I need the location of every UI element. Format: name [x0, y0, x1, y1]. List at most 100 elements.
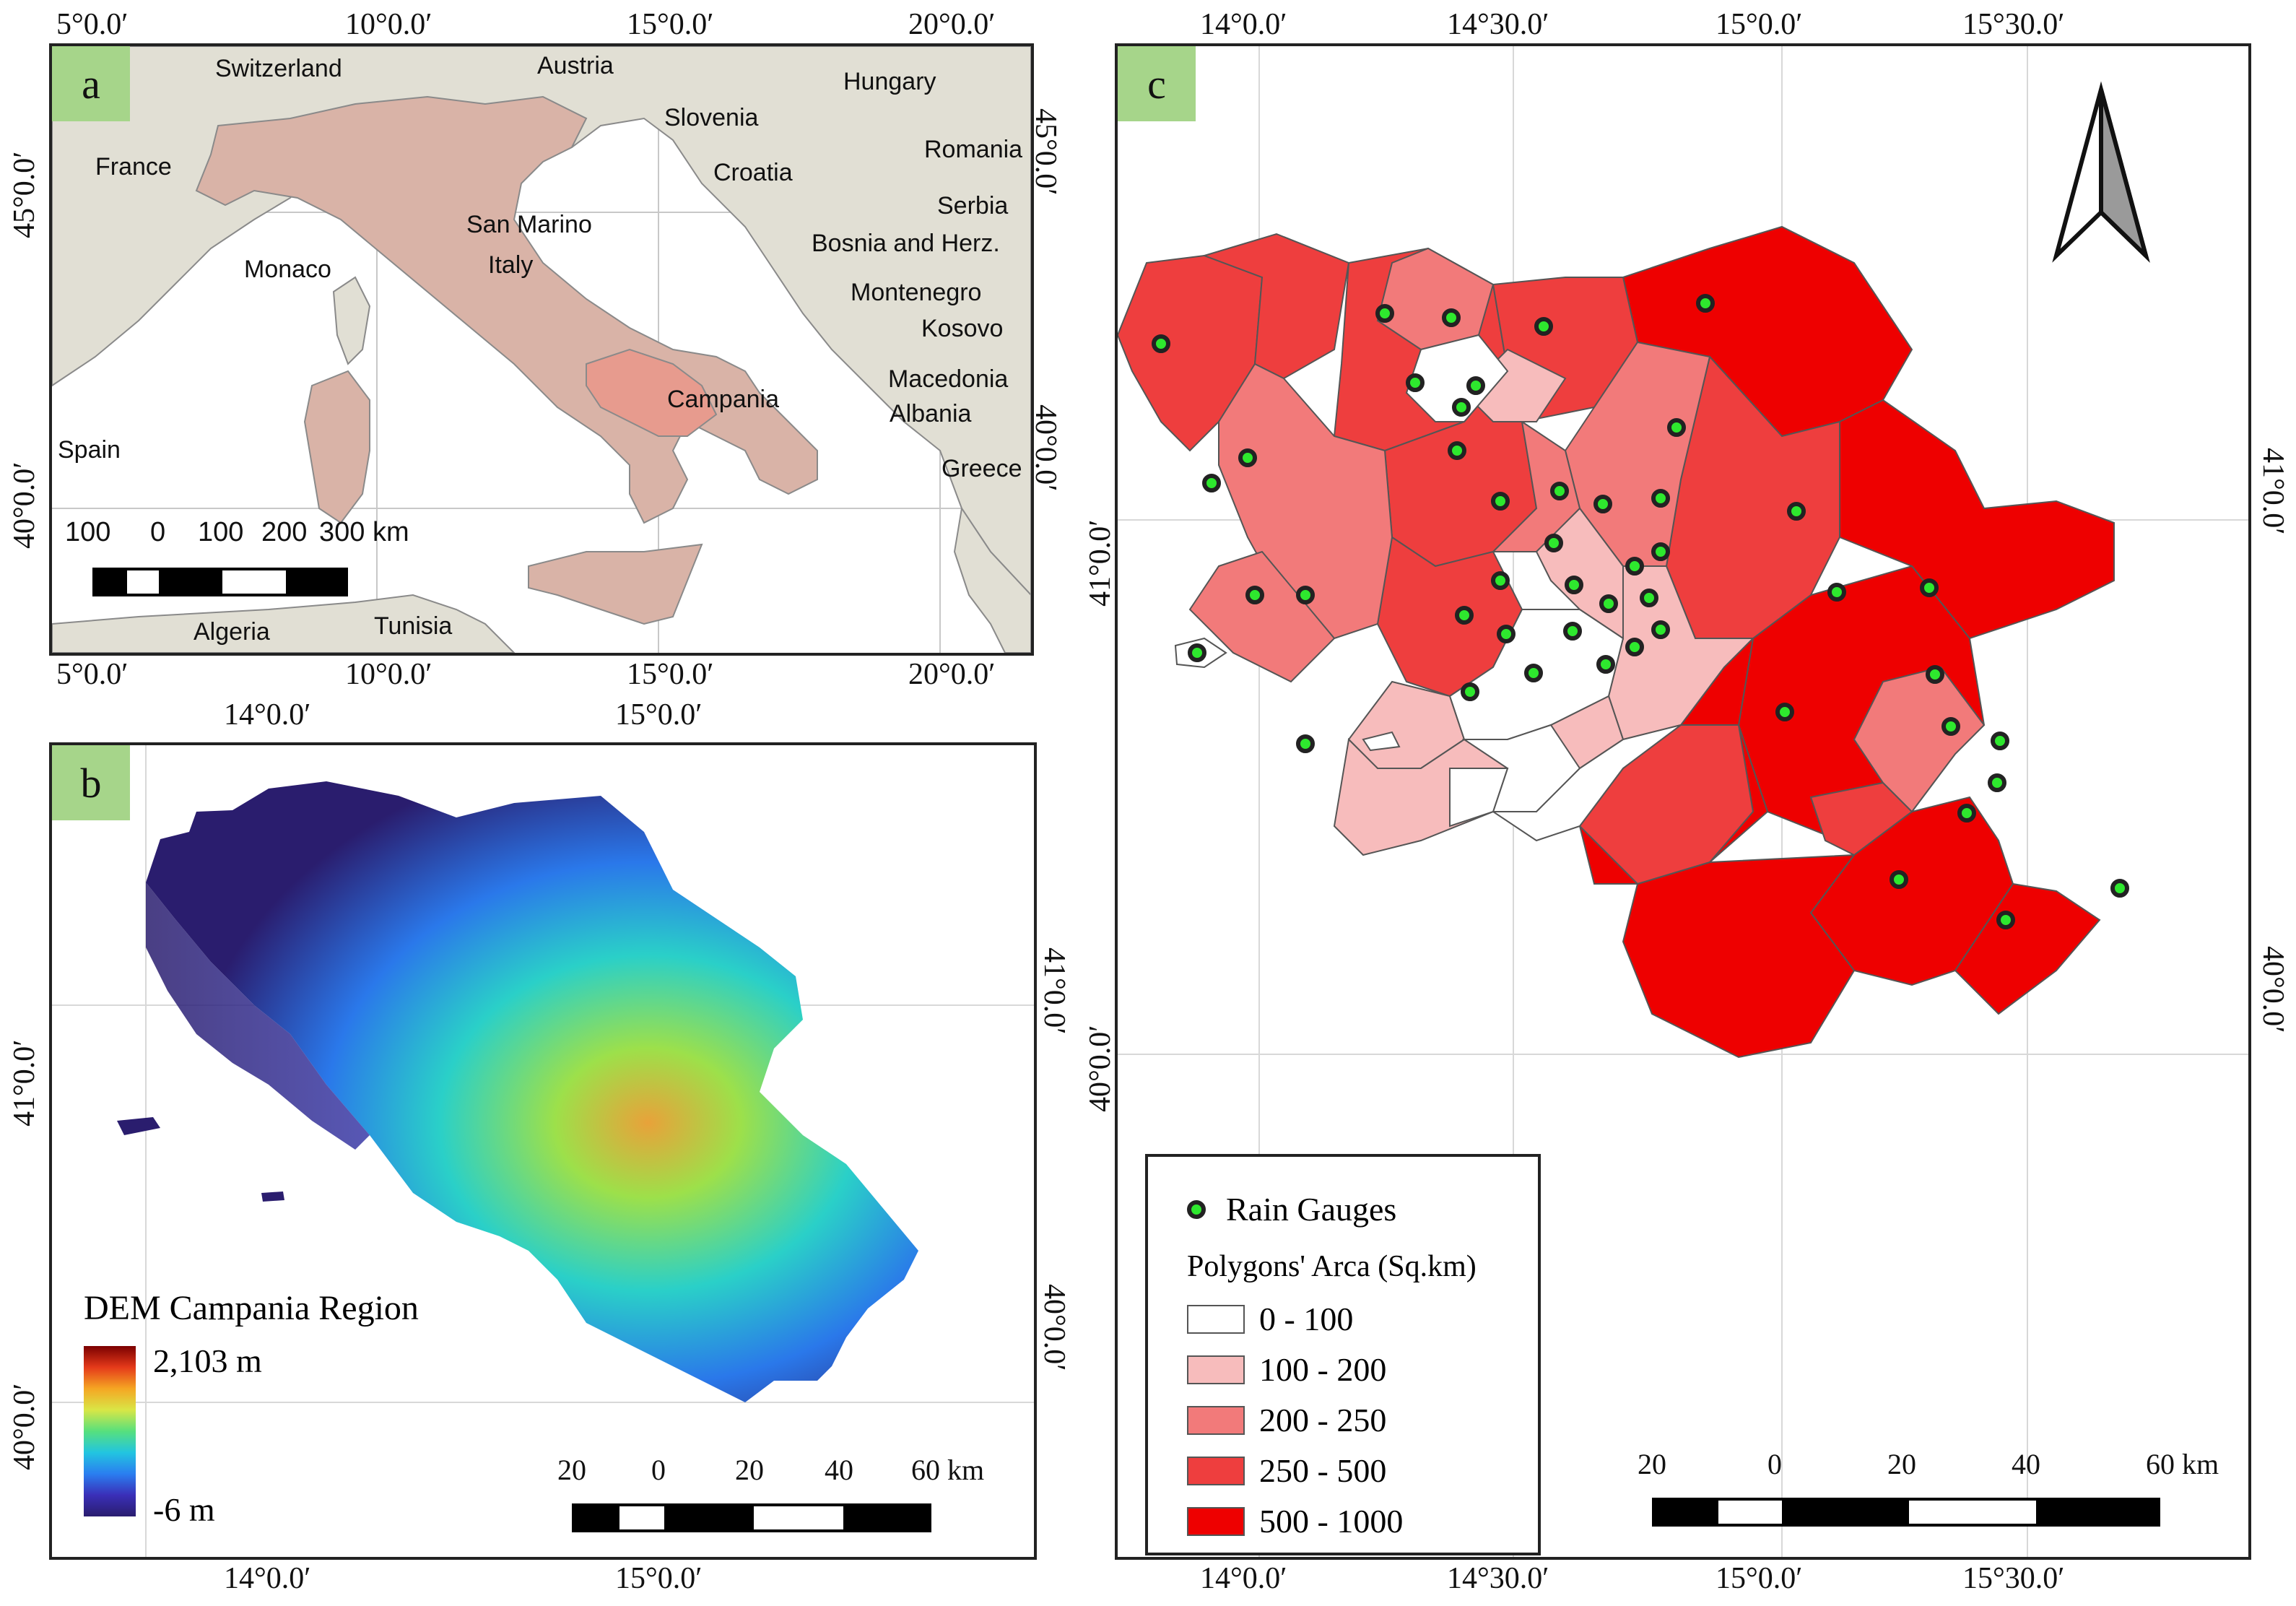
scale-label: 20: [1887, 1448, 1916, 1480]
country-label: San Marino: [466, 211, 592, 238]
coord-label: 20°0.0′: [908, 658, 996, 691]
coord-label: 15°0.0′: [627, 8, 714, 41]
country-label: Austria: [537, 52, 614, 79]
legend-swatch: [1187, 1456, 1245, 1485]
coord-label: 20°0.0′: [908, 8, 996, 41]
coord-label: 41°0.0′: [8, 1039, 41, 1127]
dem-legend-max: 2,103 m: [153, 1342, 262, 1379]
country-label: France: [95, 153, 172, 181]
country-label: Serbia: [937, 192, 1009, 220]
coord-label: 14°30.0′: [1447, 1562, 1549, 1595]
panel-b-dem-map: DEM Campania Region 2,103 m -6 m 20 0 20…: [49, 742, 1037, 1560]
coord-label: 14°30.0′: [1447, 8, 1549, 41]
legend-swatch: [1187, 1506, 1245, 1536]
legend-label: 500 - 1000: [1259, 1503, 1404, 1540]
scale-label: 100: [65, 517, 111, 547]
legend-item-rain-gauges: Rain Gauges: [1187, 1190, 1396, 1228]
scale-bar: [572, 1503, 931, 1532]
coord-label: 40°0.0′: [1038, 1284, 1071, 1371]
coord-label: 40°0.0′: [2256, 946, 2290, 1033]
coord-label: 14°0.0′: [1200, 1562, 1287, 1595]
dem-map-svg: [52, 745, 1034, 1557]
country-label: Campania: [667, 386, 779, 413]
dem-legend-min: -6 m: [153, 1491, 215, 1528]
campania-dem: [146, 781, 918, 1402]
scale-label: 100: [198, 517, 244, 547]
legend-item-class: 500 - 1000: [1187, 1502, 1403, 1540]
coord-label: 15°30.0′: [1962, 8, 2065, 41]
country-label: Tunisia: [374, 612, 453, 640]
scale-label: 300 km: [319, 517, 409, 547]
country-label: Montenegro: [851, 279, 982, 306]
scale-label: 20: [1638, 1448, 1666, 1480]
legend-label: 250 - 500: [1259, 1452, 1387, 1489]
scale-bar: [92, 568, 348, 596]
legend-swatch: [1187, 1405, 1245, 1435]
country-label: Hungary: [843, 68, 936, 95]
greece-land: [953, 506, 1031, 653]
country-label: Switzerland: [215, 55, 342, 82]
coord-label: 5°0.0′: [56, 658, 129, 691]
scale-label: 0: [150, 517, 166, 547]
country-label: Greece: [942, 455, 1022, 482]
ischia-island: [117, 1117, 160, 1135]
scale-label: 20: [735, 1454, 764, 1486]
scale-label: 200: [261, 517, 308, 547]
scale-label: 40: [2012, 1448, 2040, 1480]
legend-item-class: 200 - 250: [1187, 1401, 1386, 1439]
coord-label: 15°0.0′: [615, 1562, 703, 1595]
coord-label: 15°0.0′: [627, 658, 714, 691]
country-label: Monaco: [244, 256, 331, 283]
scale-bar: [1652, 1498, 2160, 1527]
country-label: Romania: [924, 136, 1023, 163]
coord-label: 14°0.0′: [1200, 8, 1287, 41]
scale-label: 40: [825, 1454, 853, 1486]
thiessen-legend: Rain Gauges Polygons' Arca (Sq.km) 0 - 1…: [1145, 1154, 1541, 1555]
country-label: Macedonia: [888, 365, 1009, 393]
legend-label: 0 - 100: [1259, 1301, 1354, 1337]
panel-label-b: b: [52, 745, 130, 820]
scale-label: 60 km: [911, 1454, 985, 1486]
legend-label: 100 - 200: [1259, 1351, 1387, 1388]
coord-label: 40°0.0′: [8, 1383, 41, 1470]
legend-label: 200 - 250: [1259, 1402, 1387, 1438]
country-label: Bosnia and Herz.: [812, 230, 1000, 257]
rain-gauge-points: [1152, 294, 2129, 929]
africa-land: [52, 594, 516, 653]
coord-label: 15°0.0′: [1716, 8, 1803, 41]
legend-swatch: [1187, 1355, 1245, 1384]
coord-label: 40°0.0′: [8, 461, 41, 549]
panel-label-a: a: [52, 46, 130, 121]
coord-label: 14°0.0′: [224, 698, 311, 732]
scale-label: 60 km: [2146, 1448, 2219, 1480]
legend-item-class: 100 - 200: [1187, 1350, 1386, 1389]
panel-c-thiessen-map: Rain Gauges Polygons' Arca (Sq.km) 0 - 1…: [1115, 43, 2251, 1560]
legend-item-class: 250 - 500: [1187, 1451, 1386, 1490]
legend-label: Rain Gauges: [1226, 1191, 1397, 1228]
coord-label: 14°0.0′: [224, 1562, 311, 1595]
dem-legend-title: DEM Campania Region: [84, 1289, 419, 1327]
coord-label: 40°0.0′: [1084, 1025, 1117, 1112]
corsica-island: [332, 276, 371, 365]
coord-label: 41°0.0′: [2256, 448, 2290, 535]
rain-gauge-icon: [1187, 1199, 1206, 1219]
country-label: Croatia: [713, 159, 793, 186]
coord-label: 5°0.0′: [56, 8, 129, 41]
country-label: Spain: [58, 436, 121, 464]
capri-island: [261, 1192, 284, 1202]
country-label: Italy: [488, 251, 534, 279]
coord-label: 10°0.0′: [345, 658, 432, 691]
coastal-lowland: [146, 882, 370, 1150]
scale-label: 20: [557, 1454, 586, 1486]
country-label: Algeria: [193, 618, 270, 646]
scale-label: 0: [651, 1454, 666, 1486]
coord-label: 10°0.0′: [345, 8, 432, 41]
coord-label: 41°0.0′: [1084, 519, 1117, 607]
legend-title: Polygons' Arca (Sq.km): [1187, 1250, 1477, 1283]
country-label: Kosovo: [921, 315, 1004, 342]
coord-label: 15°0.0′: [615, 698, 703, 732]
legend-swatch: [1187, 1304, 1245, 1334]
sicily-island: [528, 543, 703, 625]
panel-a-italy-map: Switzerland Austria Hungary France Slove…: [49, 43, 1034, 656]
country-label: Slovenia: [664, 104, 759, 131]
